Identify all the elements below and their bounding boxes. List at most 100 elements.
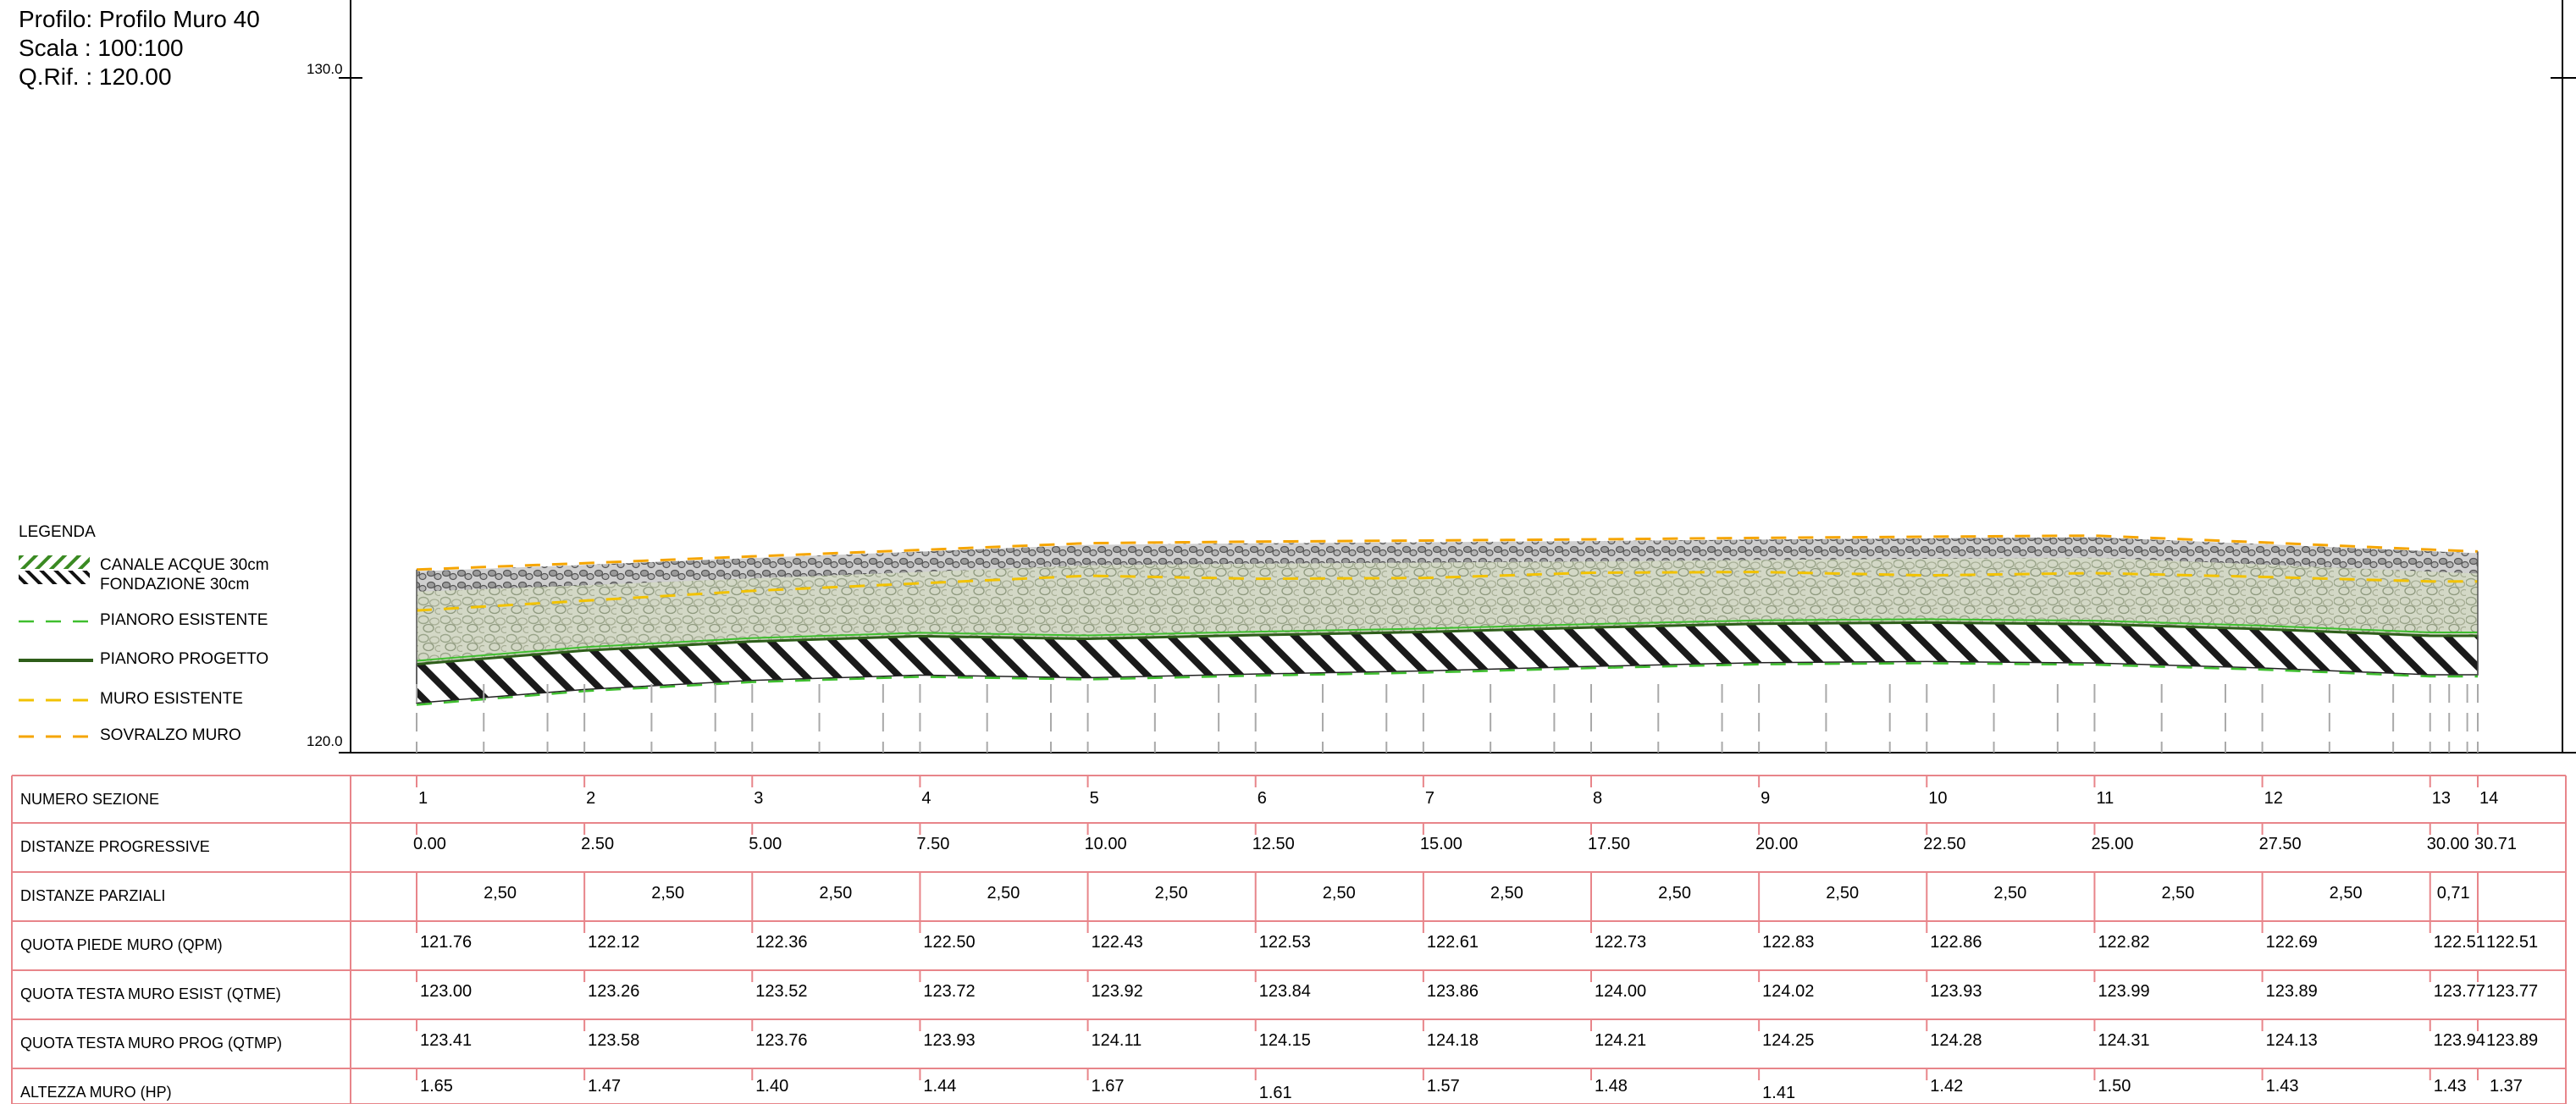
legend-label-sovralzo-muro: SOVRALZO MURO bbox=[100, 726, 241, 744]
table-grid bbox=[11, 775, 2567, 1104]
hp-value: 1.67 bbox=[1091, 1077, 1125, 1096]
progressive-distance: 30.00 bbox=[2426, 835, 2469, 853]
qtmp-value: 123.41 bbox=[420, 1031, 473, 1050]
qtme-value: 123.77 bbox=[2433, 982, 2485, 1001]
section-number: 5 bbox=[1089, 789, 1099, 808]
hp-value: 1.61 bbox=[1258, 1084, 1292, 1102]
hp-value: 1.65 bbox=[420, 1077, 453, 1096]
qtmp-value: 124.21 bbox=[1595, 1031, 1647, 1050]
qpm-value: 122.86 bbox=[1930, 933, 1982, 952]
qtme-value: 123.93 bbox=[1930, 982, 1982, 1001]
partial-distance: 2,50 bbox=[651, 884, 685, 903]
progressive-distance: 20.00 bbox=[1755, 835, 1799, 853]
qtmp-value: 124.28 bbox=[1930, 1031, 1982, 1050]
section-number: 11 bbox=[2096, 789, 2114, 808]
qtme-value: 123.52 bbox=[755, 982, 808, 1001]
hp-value: 1.42 bbox=[1930, 1077, 1964, 1096]
legend-label-pianoro-esistente: PIANORO ESISTENTE bbox=[100, 611, 268, 629]
legend-label-fondazione: FONDAZIONE 30cm bbox=[100, 576, 250, 593]
qtme-value: 123.72 bbox=[923, 982, 976, 1001]
muro-esistente-line bbox=[416, 571, 2478, 612]
hp-value: 1.57 bbox=[1426, 1077, 1460, 1096]
pianoro-green-line bbox=[416, 618, 2478, 662]
qtmp-value: 123.89 bbox=[2486, 1031, 2539, 1050]
qtme-value: 124.00 bbox=[1595, 982, 1647, 1001]
hp-value: 1.43 bbox=[2433, 1077, 2467, 1096]
section-number: 2 bbox=[586, 789, 596, 808]
section-number: 3 bbox=[754, 789, 764, 808]
partial-distance: 2,50 bbox=[987, 884, 1020, 903]
progressive-distance: 12.50 bbox=[1252, 835, 1295, 853]
qtmp-value: 124.18 bbox=[1426, 1031, 1479, 1050]
partial-distance: 2,50 bbox=[819, 884, 853, 903]
qpm-value: 122.51 bbox=[2486, 933, 2539, 952]
partial-distance: 2,50 bbox=[1322, 884, 1356, 903]
section-number: 4 bbox=[921, 789, 931, 808]
legend-label-canale: CANALE ACQUE 30cm bbox=[100, 556, 269, 574]
qtme-value: 123.77 bbox=[2486, 982, 2539, 1001]
qpm-value: 122.43 bbox=[1091, 933, 1143, 952]
qtmp-value: 123.58 bbox=[588, 1031, 640, 1050]
row-label-distanze-progressive: DISTANZE PROGRESSIVE bbox=[20, 838, 210, 855]
row-label-hp: ALTEZZA MURO (HP) bbox=[20, 1084, 172, 1101]
legend-label-muro-esistente: MURO ESISTENTE bbox=[100, 690, 243, 708]
hp-value: 1.44 bbox=[923, 1077, 957, 1096]
qpm-value: 122.50 bbox=[923, 933, 976, 952]
partial-distance: 2,50 bbox=[1490, 884, 1523, 903]
progressive-distance: 0.00 bbox=[413, 835, 446, 853]
hp-value: 1.48 bbox=[1595, 1077, 1628, 1096]
qtmp-value: 124.11 bbox=[1091, 1031, 1142, 1050]
partial-distance: 2,50 bbox=[1658, 884, 1692, 903]
qpm-value: 122.61 bbox=[1426, 933, 1479, 952]
y-label-top: 130.0 bbox=[307, 61, 343, 77]
qtmp-value: 124.13 bbox=[2265, 1031, 2318, 1050]
section-number: 8 bbox=[1593, 789, 1603, 808]
qpm-value: 122.83 bbox=[1762, 933, 1815, 952]
hp-value: 1.40 bbox=[755, 1077, 789, 1096]
qtmp-value: 124.25 bbox=[1762, 1031, 1815, 1050]
row-label-distanze-parziali: DISTANZE PARZIALI bbox=[20, 887, 166, 904]
qtme-value: 123.84 bbox=[1258, 982, 1311, 1001]
pianoro-esistente-line bbox=[416, 662, 2478, 706]
hp-value: 1.43 bbox=[2265, 1077, 2299, 1096]
hp-value: 1.37 bbox=[2490, 1077, 2523, 1096]
qtmp-value: 123.76 bbox=[755, 1031, 808, 1050]
progressive-distance: 25.00 bbox=[2091, 835, 2134, 853]
progressive-distance: 27.50 bbox=[2258, 835, 2302, 853]
progressive-distance: 17.50 bbox=[1588, 835, 1631, 853]
progressive-distance: 15.00 bbox=[1419, 835, 1462, 853]
partial-distance: 2,50 bbox=[1826, 884, 1860, 903]
qpm-value: 122.69 bbox=[2265, 933, 2318, 952]
row-label-numero-sezione: NUMERO SEZIONE bbox=[20, 791, 160, 808]
qtmp-value: 123.93 bbox=[923, 1031, 976, 1050]
scale-label: Scala : 100:100 bbox=[19, 35, 184, 61]
qpm-value: 122.53 bbox=[1258, 933, 1311, 952]
station-lines bbox=[416, 684, 2479, 753]
wall-profile bbox=[416, 534, 2479, 706]
legend-swatches bbox=[19, 555, 93, 738]
legend-swatch-canale bbox=[19, 555, 90, 569]
section-number: 12 bbox=[2264, 789, 2283, 808]
qtme-value: 123.89 bbox=[2265, 982, 2318, 1001]
section-number: 14 bbox=[2479, 789, 2499, 808]
partial-distance: 2,50 bbox=[2161, 884, 2195, 903]
section-number: 7 bbox=[1424, 789, 1434, 808]
partial-distance: 2,50 bbox=[1993, 884, 2027, 903]
row-label-qtme: QUOTA TESTA MURO ESIST (QTME) bbox=[20, 985, 281, 1002]
qpm-value: 122.12 bbox=[588, 933, 640, 952]
row-label-qtmp: QUOTA TESTA MURO PROG (QTMP) bbox=[20, 1035, 283, 1052]
section-number: 10 bbox=[1928, 789, 1948, 808]
qtmp-value: 124.15 bbox=[1258, 1031, 1311, 1050]
qtme-value: 123.92 bbox=[1091, 982, 1143, 1001]
legend-swatch-fondazione bbox=[19, 571, 90, 584]
qtmp-value: 123.94 bbox=[2433, 1031, 2485, 1050]
partial-distance: 0,71 bbox=[2436, 884, 2470, 903]
partial-distance: 2,50 bbox=[2329, 884, 2363, 903]
hp-value: 1.47 bbox=[588, 1077, 622, 1096]
section-number: 6 bbox=[1257, 789, 1267, 808]
qtme-value: 123.99 bbox=[2098, 982, 2150, 1001]
progressive-distance: 30.71 bbox=[2474, 835, 2518, 853]
y-label-bottom: 120.0 bbox=[307, 733, 343, 749]
qpm-value: 122.73 bbox=[1595, 933, 1647, 952]
